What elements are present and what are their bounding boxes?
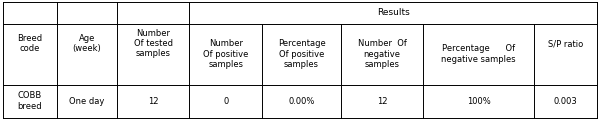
Text: Breed
code: Breed code bbox=[17, 34, 43, 53]
Text: 12: 12 bbox=[148, 97, 158, 106]
Text: Results: Results bbox=[377, 9, 410, 18]
Text: Percentage      Of
negative samples: Percentage Of negative samples bbox=[441, 44, 516, 64]
Text: Number
Of tested
samples: Number Of tested samples bbox=[134, 29, 173, 58]
Text: Age
(week): Age (week) bbox=[73, 34, 101, 53]
Text: 0: 0 bbox=[223, 97, 229, 106]
Text: Percentage
Of positive
samples: Percentage Of positive samples bbox=[278, 39, 325, 69]
Text: Number
Of positive
samples: Number Of positive samples bbox=[203, 39, 248, 69]
Text: Number  Of
negative
samples: Number Of negative samples bbox=[358, 39, 407, 69]
Text: 12: 12 bbox=[377, 97, 388, 106]
Text: 0.003: 0.003 bbox=[554, 97, 577, 106]
Text: 100%: 100% bbox=[467, 97, 490, 106]
Text: COBB
breed: COBB breed bbox=[17, 91, 42, 111]
Text: One day: One day bbox=[69, 97, 104, 106]
Text: S/P ratio: S/P ratio bbox=[548, 39, 583, 48]
Text: 0.00%: 0.00% bbox=[289, 97, 315, 106]
